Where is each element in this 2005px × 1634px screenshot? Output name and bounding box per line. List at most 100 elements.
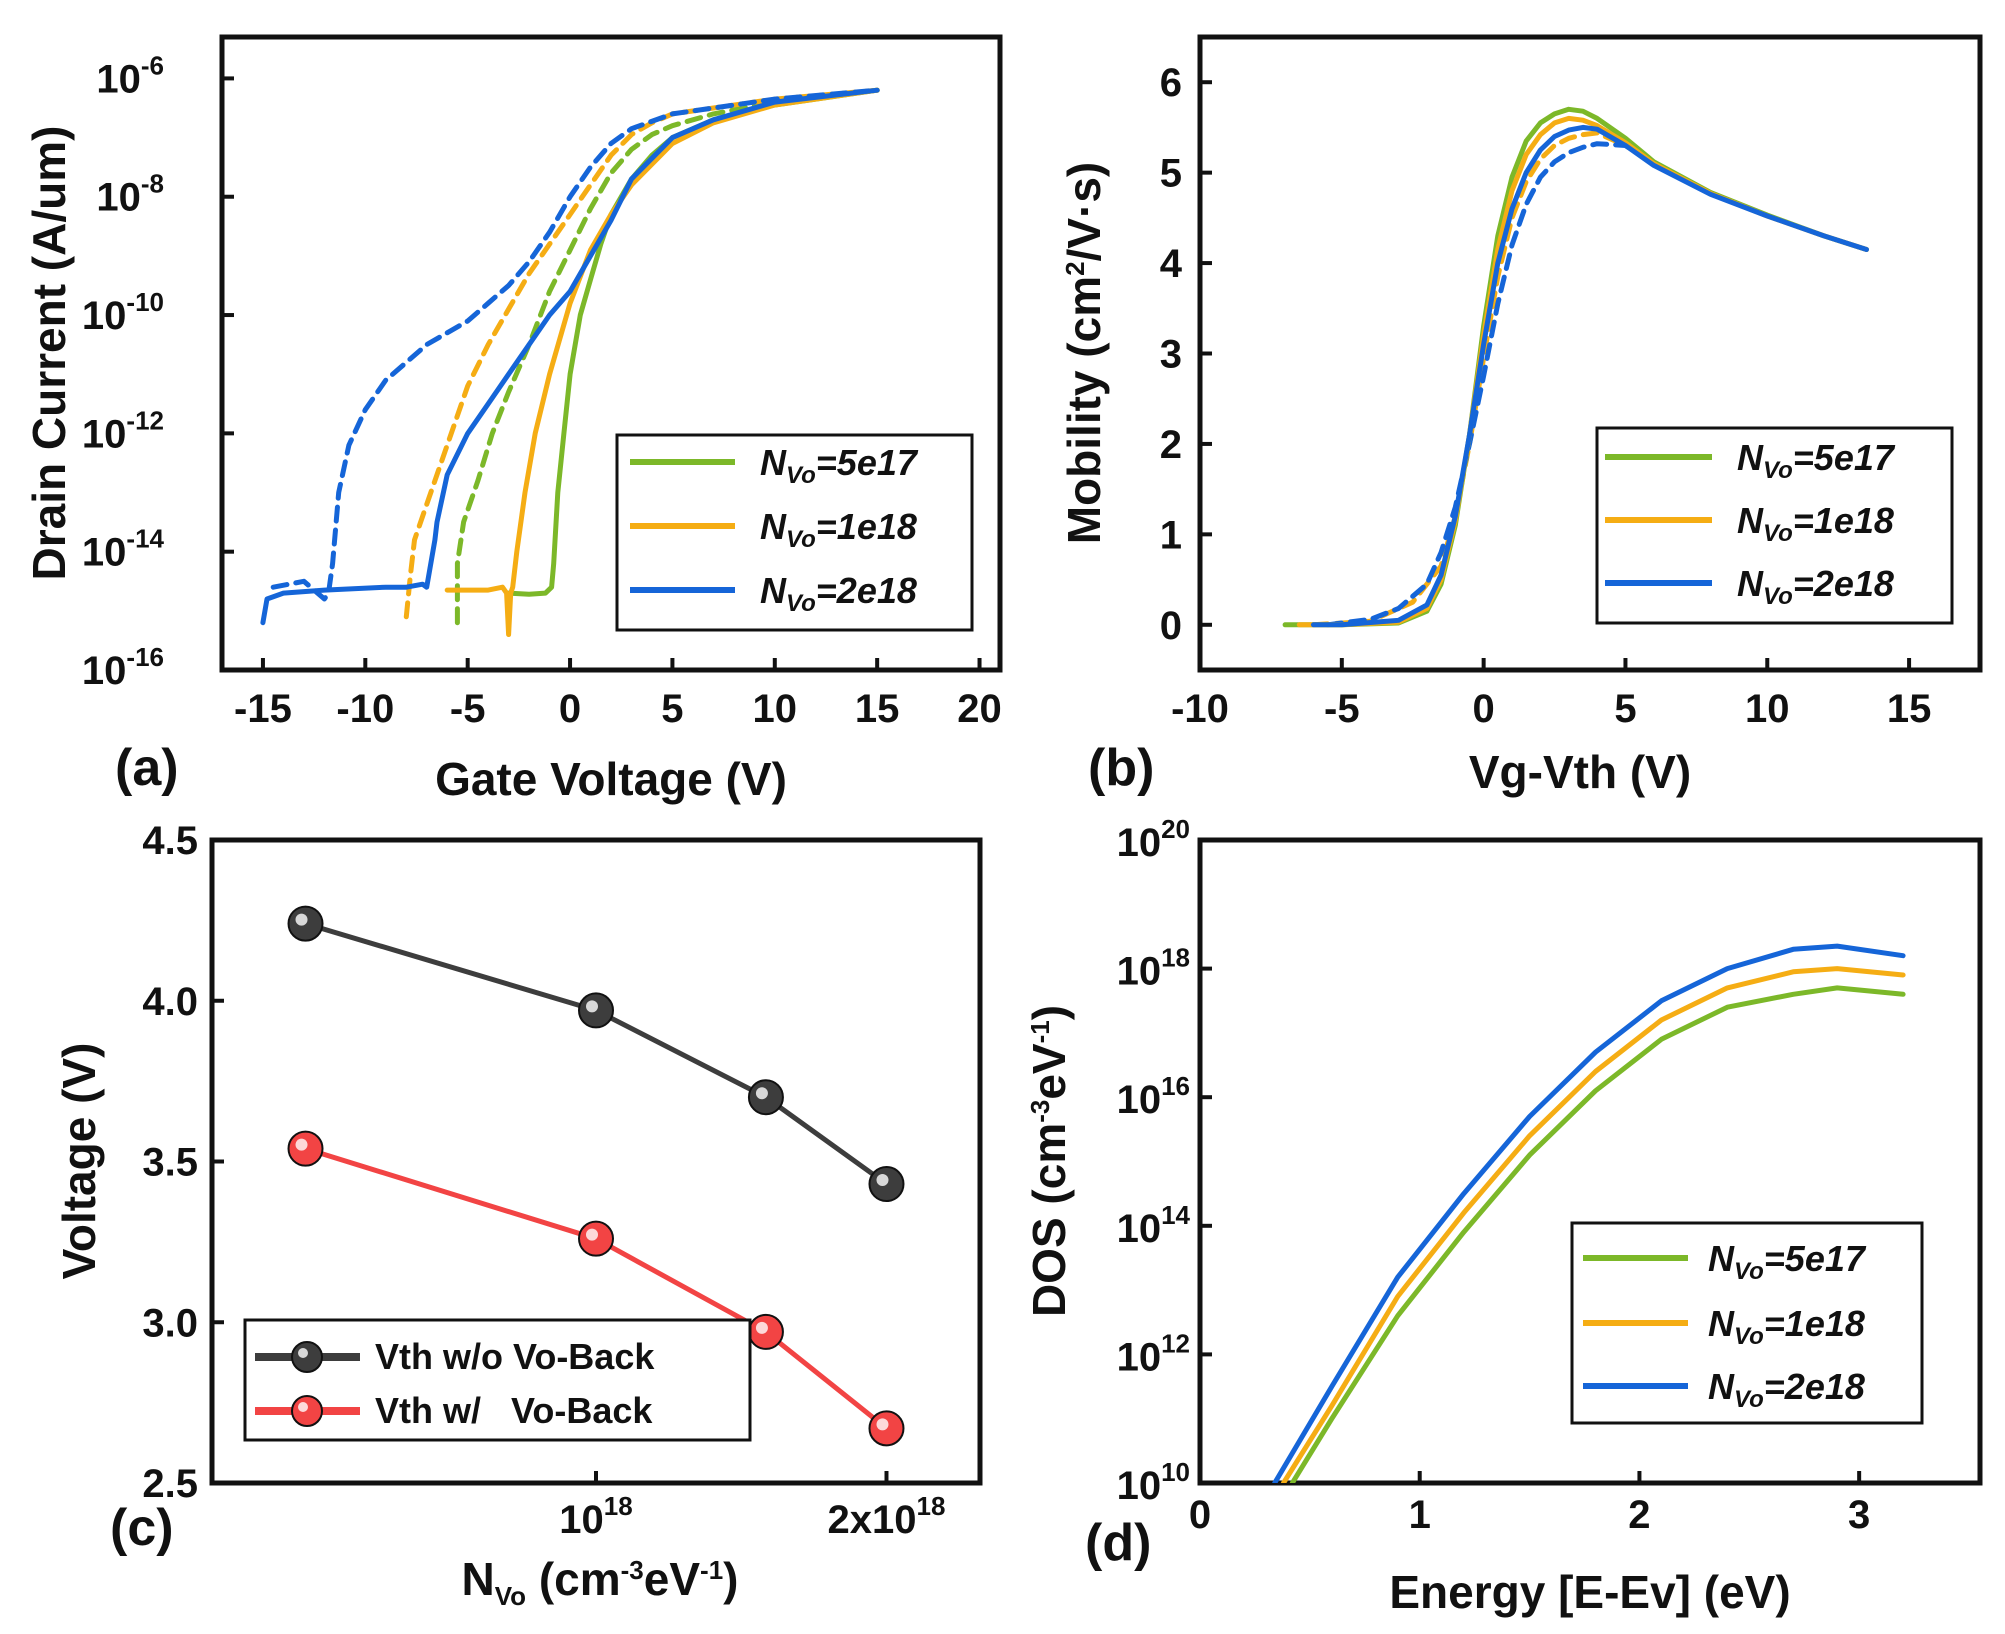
data-point-highlight-c (586, 1228, 598, 1241)
y-tick-label-b: 5 (1160, 152, 1182, 196)
y-tick-label-d: 1012 (1117, 1328, 1190, 1379)
y-tick-label-a: 10-10 (82, 287, 164, 338)
legend-marker-highlight-c (298, 1348, 308, 1358)
legend-label-a-3: NVo=2e18 (760, 570, 917, 617)
legend-marker-highlight-c (298, 1402, 308, 1412)
x-tick-label-a: -5 (450, 687, 486, 731)
legend-item-a-1: NVo=5e17 (630, 442, 919, 489)
series-group-c (287, 905, 905, 1447)
series-line-b-5 (1325, 141, 1657, 628)
y-tick-label-c: 2.5 (142, 1462, 198, 1506)
x-ticks-a: -15 -10 -5 0 5 10 15 20 (234, 658, 1002, 731)
y-tick-label-a: 10-16 (82, 642, 164, 693)
y-ticks-a: 10-16 10-14 10-12 10-10 10-8 10-6 (82, 50, 234, 693)
legend-item-d-2: NVo=1e18 (1583, 1303, 1865, 1350)
legend-c: Vth w/o Vo-Back Vth w/ Vo-Back (243, 1318, 752, 1442)
legend-label-a-1: NVo=5e17 (760, 442, 919, 489)
x-tick-label-a: -10 (336, 687, 394, 731)
series-line-a-2 (444, 87, 880, 637)
plot-frame-d (1197, 837, 1983, 1486)
y-tick-label-b: 2 (1160, 423, 1182, 467)
panel-d: 0 1 2 3 1010 1012 1014 1016 1018 1020 Energy [E-… (1023, 814, 1983, 1618)
x-tick-label-a: 10 (753, 687, 798, 731)
x-ticks-d: 0 1 2 3 (1189, 1471, 1870, 1537)
legend-item-d-3: NVo=2e18 (1583, 1366, 1865, 1413)
x-tick-label-d: 3 (1848, 1493, 1870, 1537)
legend-item-b-2: NVo=1e18 (1605, 500, 1894, 547)
data-point-highlight-c (755, 1087, 768, 1100)
series-line-a-6 (270, 87, 880, 602)
data-point-highlight-c (876, 1174, 889, 1187)
series-line-d-2 (1281, 966, 1906, 1483)
y-tick-label-d: 1014 (1117, 1200, 1191, 1251)
x-axis-title-b: Vg-Vth (V) (1469, 746, 1691, 798)
y-tick-label-c: 4.0 (142, 980, 198, 1024)
panel-label-c: (c) (110, 1499, 174, 1557)
series-line-c-2 (303, 1146, 889, 1431)
legend-label-c-2: Vth w/ Vo-Back (375, 1390, 653, 1431)
series-group-d (1272, 943, 1906, 1483)
x-tick-label-b: -10 (1171, 687, 1229, 731)
x-tick-label-d: 0 (1189, 1493, 1211, 1537)
series-line-a-3 (260, 87, 880, 626)
data-point-highlight-c (295, 1138, 308, 1151)
x-tick-label-b: -5 (1324, 687, 1360, 731)
x-tick-label-a: 0 (559, 687, 581, 731)
legend-item-b-1: NVo=5e17 (1605, 437, 1896, 484)
y-tick-label-d: 1016 (1117, 1071, 1190, 1122)
legend-box-c (243, 1318, 752, 1442)
y-ticks-d: 1010 1012 1014 1016 1018 1020 (1117, 814, 1212, 1508)
legend-a: NVo=5e17 NVo=1e18 NVo=2e18 (615, 433, 974, 632)
y-tick-label-a: 10-8 (96, 169, 164, 220)
legend-box-b (1595, 426, 1954, 625)
y-tick-label-a: 10-14 (82, 524, 165, 575)
y-axis-title-d: DOS (cm-3eV-1) (1023, 1005, 1075, 1317)
y-tick-label-c: 4.5 (142, 819, 198, 863)
y-tick-label-b: 1 (1160, 513, 1182, 557)
legend-marker-c-1 (291, 1341, 323, 1373)
series-line-d-1 (1289, 985, 1906, 1483)
x-tick-label-b: 10 (1745, 687, 1790, 731)
x-axis-title-a: Gate Voltage (V) (435, 753, 787, 805)
series-group-b (1282, 106, 1869, 628)
x-axis-title-d: Energy [E-Ev] (eV) (1389, 1566, 1790, 1618)
panel-label-a: (a) (115, 739, 179, 797)
y-tick-label-b: 4 (1160, 242, 1183, 286)
x-tick-label-a: 20 (957, 687, 1002, 731)
legend-item-a-3: NVo=2e18 (630, 570, 917, 617)
data-point-highlight-c (876, 1418, 889, 1431)
series-line-c-1 (303, 921, 889, 1187)
series-group-a (260, 87, 880, 637)
x-tick-label-a: -15 (234, 687, 292, 731)
y-ticks-b: 0 1 2 3 4 5 6 (1160, 61, 1212, 648)
y-tick-label-c: 3.5 (142, 1141, 198, 1185)
y-tick-label-b: 0 (1160, 604, 1182, 648)
legend-label-d-3: NVo=2e18 (1708, 1366, 1865, 1413)
y-ticks-c: 2.5 3.0 3.5 4.0 4.5 (142, 819, 224, 1506)
legend-d: NVo=5e17 NVo=1e18 NVo=2e18 (1570, 1221, 1924, 1425)
plot-frame-a (219, 34, 1003, 673)
legend-label-d-2: NVo=1e18 (1708, 1303, 1865, 1350)
x-tick-label-c: 1018 (559, 1491, 632, 1542)
x-ticks-c: 1018 2x1018 (559, 1471, 945, 1542)
legend-item-b-3: NVo=2e18 (1605, 563, 1894, 610)
series-line-d-3 (1272, 943, 1906, 1483)
y-axis-title-a: Drain Current (A/um) (23, 126, 75, 581)
panel-b: -10 -5 0 5 10 15 0 1 2 3 4 5 6 Vg-Vth (V) Mobility … (1058, 34, 1983, 798)
x-tick-label-d: 1 (1409, 1493, 1431, 1537)
legend-item-d-1: NVo=5e17 (1583, 1238, 1867, 1285)
panel-label-b: (b) (1088, 739, 1154, 797)
y-axis-title-c: Voltage (V) (53, 1043, 105, 1280)
y-tick-label-d: 1020 (1117, 814, 1190, 865)
x-tick-label-d: 2 (1628, 1493, 1650, 1537)
x-axis-title-c: NVo (cm-3eV-1) (462, 1553, 739, 1611)
y-tick-label-b: 6 (1160, 61, 1182, 105)
legend-label-b-1: NVo=5e17 (1737, 437, 1896, 484)
legend-b: NVo=5e17 NVo=1e18 NVo=2e18 (1595, 426, 1954, 625)
x-tick-label-a: 5 (661, 687, 683, 731)
x-tick-label-b: 15 (1887, 687, 1932, 731)
series-line-b-3 (1311, 124, 1869, 628)
legend-label-b-2: NVo=1e18 (1737, 500, 1894, 547)
panel-c: 1018 2x1018 2.5 3.0 3.5 4.0 4.5 NVo (cm-3eV-1… (53, 819, 983, 1611)
